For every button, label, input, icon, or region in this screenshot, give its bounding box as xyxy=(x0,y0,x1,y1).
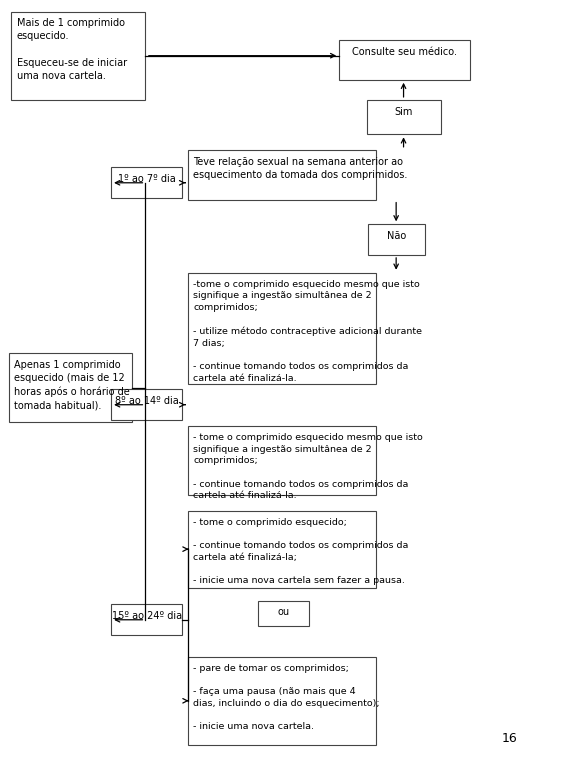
FancyBboxPatch shape xyxy=(111,389,182,420)
Text: 8º ao 14º dia: 8º ao 14º dia xyxy=(115,396,178,406)
Text: Mais de 1 comprimido
esquecido.

Esqueceu-se de iniciar
uma nova cartela.: Mais de 1 comprimido esquecido. Esqueceu… xyxy=(17,18,127,81)
FancyBboxPatch shape xyxy=(368,224,425,255)
FancyBboxPatch shape xyxy=(367,100,441,134)
FancyBboxPatch shape xyxy=(339,40,470,80)
Text: Não: Não xyxy=(386,231,406,241)
FancyBboxPatch shape xyxy=(188,426,376,495)
Text: - pare de tomar os comprimidos;

- faça uma pausa (não mais que 4
dias, incluind: - pare de tomar os comprimidos; - faça u… xyxy=(193,664,380,731)
FancyBboxPatch shape xyxy=(11,12,145,100)
FancyBboxPatch shape xyxy=(188,273,376,384)
Text: 16: 16 xyxy=(502,732,518,745)
Text: Teve relação sexual na semana anterior ao
esquecimento da tomada dos comprimidos: Teve relação sexual na semana anterior a… xyxy=(193,157,408,180)
Text: Apenas 1 comprimido
esquecido (mais de 12
horas após o horário de
tomada habitua: Apenas 1 comprimido esquecido (mais de 1… xyxy=(14,360,130,410)
FancyBboxPatch shape xyxy=(111,167,182,198)
FancyBboxPatch shape xyxy=(188,657,376,745)
Text: -tome o comprimido esquecido mesmo que isto
signifique a ingestão simultânea de : -tome o comprimido esquecido mesmo que i… xyxy=(193,280,422,382)
FancyBboxPatch shape xyxy=(188,511,376,588)
FancyBboxPatch shape xyxy=(188,150,376,200)
Text: ou: ou xyxy=(277,607,290,617)
Text: 1º ao 7º dia: 1º ao 7º dia xyxy=(118,174,176,184)
Text: Sim: Sim xyxy=(394,107,413,117)
FancyBboxPatch shape xyxy=(258,601,309,626)
Text: - tome o comprimido esquecido;

- continue tomando todos os comprimidos da
carte: - tome o comprimido esquecido; - continu… xyxy=(193,518,409,585)
FancyBboxPatch shape xyxy=(111,604,182,635)
Text: Consulte seu médico.: Consulte seu médico. xyxy=(352,47,457,57)
Text: - tome o comprimido esquecido mesmo que isto
signifique a ingestão simultânea de: - tome o comprimido esquecido mesmo que … xyxy=(193,433,423,501)
Text: 15º ao 24º dia: 15º ao 24º dia xyxy=(112,611,182,621)
FancyBboxPatch shape xyxy=(9,353,132,422)
